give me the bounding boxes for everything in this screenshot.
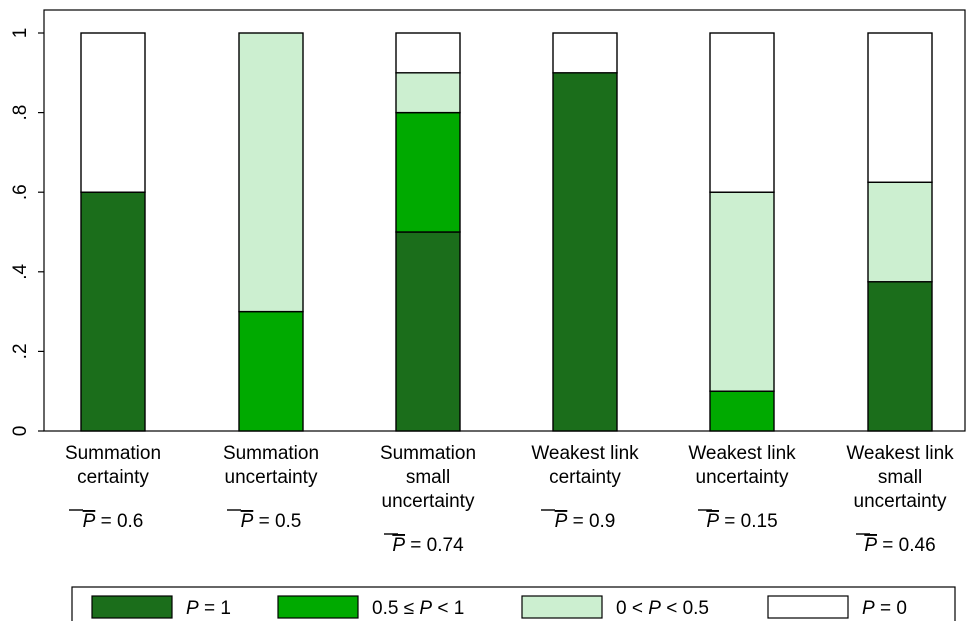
legend-label: 0.5 ≤ P < 1 (372, 598, 464, 619)
legend-rest: = 0 (875, 598, 907, 619)
pbar-symbol: P (706, 511, 719, 532)
category-label: small (878, 467, 922, 488)
pbar-label: P = 0.9 (555, 511, 616, 532)
category-label: uncertainty (225, 467, 318, 488)
plot-frame (43, 9, 966, 432)
bar-segment (867, 181, 933, 283)
bar-segment (552, 32, 618, 74)
legend-symbol: P (862, 598, 875, 619)
bar-stack (395, 32, 461, 432)
bar-stack (867, 32, 933, 432)
legend-rest: = 1 (199, 598, 231, 619)
bar-segment (395, 111, 461, 233)
pbar-symbol: P (555, 511, 568, 532)
bar-segment (395, 32, 461, 74)
y-tick-label: 0 (10, 426, 31, 437)
bar-stack (80, 32, 146, 432)
legend-swatch (767, 595, 849, 619)
bar-segment (709, 390, 775, 432)
category-label: certainty (549, 467, 621, 488)
bar-segment (709, 32, 775, 193)
bar-segment (395, 231, 461, 432)
bar-segment (552, 72, 618, 432)
legend-symbol: P (186, 598, 199, 619)
legend-swatch (277, 595, 359, 619)
legend-label: P = 0 (862, 598, 907, 619)
bar-segment (80, 191, 146, 432)
category-label: certainty (77, 467, 149, 488)
pbar-symbol: P (392, 535, 405, 556)
y-tick-label: .2 (10, 343, 31, 359)
bar-segment (867, 281, 933, 432)
category-label: uncertainty (696, 467, 789, 488)
category-label: Summation (65, 443, 161, 464)
category-label: uncertainty (854, 491, 947, 512)
pbar-value: = 0.6 (95, 511, 143, 532)
legend-prefix: 0 < (616, 598, 648, 619)
category-label: Weakest link (688, 443, 796, 464)
bar-series (80, 32, 933, 432)
bar-stack (552, 32, 618, 432)
pbar-value: = 0.74 (405, 535, 464, 556)
category-label: Summation (223, 443, 319, 464)
category-label: Weakest link (846, 443, 954, 464)
pbar-label: P = 0.5 (241, 511, 302, 532)
bar-segment (867, 32, 933, 183)
pbar-symbol: P (83, 511, 96, 532)
plot-axes: 0 .2 .4 .6 .8 1 (10, 9, 966, 437)
pbar-label: P = 0.46 (864, 535, 935, 556)
category-label: Weakest link (531, 443, 639, 464)
legend-label: 0 < P < 0.5 (616, 598, 709, 619)
legend-rest: < 1 (432, 598, 464, 619)
legend-rest: < 0.5 (661, 598, 709, 619)
pbar-value: = 0.15 (719, 511, 778, 532)
bar-segment (80, 32, 146, 193)
bar-segment (395, 72, 461, 114)
legend-prefix: 0.5 ≤ (372, 598, 419, 619)
pbar-symbol: P (864, 535, 877, 556)
legend-swatch (521, 595, 603, 619)
pbar-label: P = 0.15 (706, 511, 777, 532)
pbar-symbol: P (241, 511, 254, 532)
category-label: uncertainty (382, 491, 475, 512)
pbar-label: P = 0.6 (83, 511, 144, 532)
pbar-value: = 0.5 (253, 511, 301, 532)
bar-segment (238, 310, 304, 432)
legend-symbol: P (648, 598, 661, 619)
category-labels: Summation certainty P = 0.6 Summation uncert… (65, 443, 954, 556)
y-tick-label: .4 (10, 263, 31, 279)
bar-segment (709, 191, 775, 392)
legend-symbol: P (419, 598, 432, 619)
bar-segment (238, 32, 304, 313)
legend-label: P = 1 (186, 598, 231, 619)
y-tick-label: .8 (10, 105, 31, 121)
category-label: Summation (380, 443, 476, 464)
pbar-value: = 0.9 (567, 511, 615, 532)
bar-stack (238, 32, 304, 432)
y-tick-label: .6 (10, 184, 31, 200)
y-tick-label: 1 (10, 28, 31, 39)
pbar-value: = 0.46 (877, 535, 936, 556)
pbar-label: P = 0.74 (392, 535, 464, 556)
legend-swatch (91, 595, 173, 619)
category-label: small (406, 467, 450, 488)
bar-stack (709, 32, 775, 432)
